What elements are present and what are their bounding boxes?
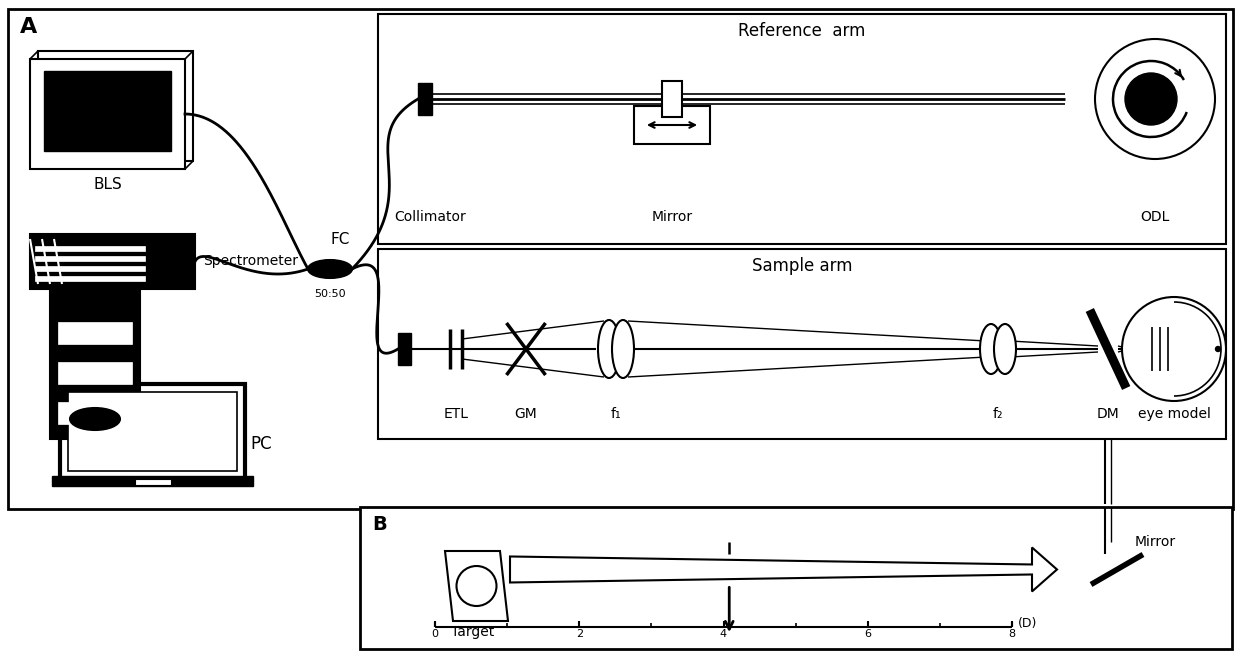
Text: PC: PC (250, 435, 272, 453)
Text: DM: DM (1096, 407, 1120, 421)
Bar (30, 234, 195, 289)
Text: B: B (372, 515, 387, 534)
Polygon shape (445, 551, 508, 621)
Text: 8: 8 (1008, 629, 1016, 639)
Bar (634, 106, 711, 144)
Text: 0: 0 (432, 629, 439, 639)
Text: Sample arm: Sample arm (751, 257, 852, 275)
Text: ODL: ODL (1141, 210, 1169, 224)
Bar (58, 322, 131, 344)
Bar (30, 59, 185, 169)
Text: (D): (D) (1018, 617, 1038, 631)
Text: Mirror: Mirror (1135, 536, 1176, 550)
Bar (398, 333, 410, 365)
Ellipse shape (175, 239, 195, 284)
Text: 6: 6 (864, 629, 872, 639)
Ellipse shape (69, 408, 120, 430)
Text: ETL: ETL (444, 407, 469, 421)
Bar (662, 81, 682, 117)
Ellipse shape (994, 324, 1016, 374)
Text: Target: Target (451, 625, 494, 639)
Text: 4: 4 (720, 629, 727, 639)
Polygon shape (510, 548, 1056, 592)
Circle shape (1122, 297, 1226, 401)
Circle shape (1215, 347, 1220, 351)
Ellipse shape (308, 260, 352, 278)
Ellipse shape (613, 320, 634, 378)
Ellipse shape (980, 324, 1002, 374)
Text: f₁: f₁ (610, 407, 621, 421)
Bar (360, 507, 1233, 649)
Bar (7, 9, 1233, 509)
Bar (50, 284, 140, 439)
Bar (378, 249, 1226, 439)
Bar (35, 266, 145, 271)
Text: Spectrometer: Spectrometer (203, 254, 298, 268)
Bar (38, 51, 193, 161)
Bar (35, 246, 145, 251)
Bar (378, 14, 1226, 244)
Circle shape (1095, 39, 1215, 159)
Text: Collimator: Collimator (394, 210, 466, 224)
Bar (60, 384, 246, 479)
Circle shape (456, 566, 496, 606)
Bar (35, 276, 145, 281)
Bar (418, 83, 432, 115)
Text: 2: 2 (575, 629, 583, 639)
Text: GM: GM (515, 407, 537, 421)
Text: E: E (471, 579, 481, 594)
Bar (52, 476, 253, 486)
Text: FC: FC (330, 232, 350, 247)
Bar (43, 71, 171, 151)
Ellipse shape (598, 320, 620, 378)
Bar (68, 392, 237, 471)
Bar (35, 256, 145, 261)
Text: BLS: BLS (93, 177, 122, 192)
Text: Mirror: Mirror (651, 210, 693, 224)
Text: eye model: eye model (1137, 407, 1210, 421)
Text: A: A (20, 17, 37, 37)
Circle shape (1125, 73, 1177, 125)
Text: f₂: f₂ (993, 407, 1003, 421)
Bar (134, 479, 171, 485)
Text: Reference  arm: Reference arm (738, 22, 866, 40)
Bar (58, 402, 131, 424)
Bar (58, 362, 131, 384)
Text: 50:50: 50:50 (314, 289, 346, 299)
Polygon shape (1087, 310, 1128, 389)
